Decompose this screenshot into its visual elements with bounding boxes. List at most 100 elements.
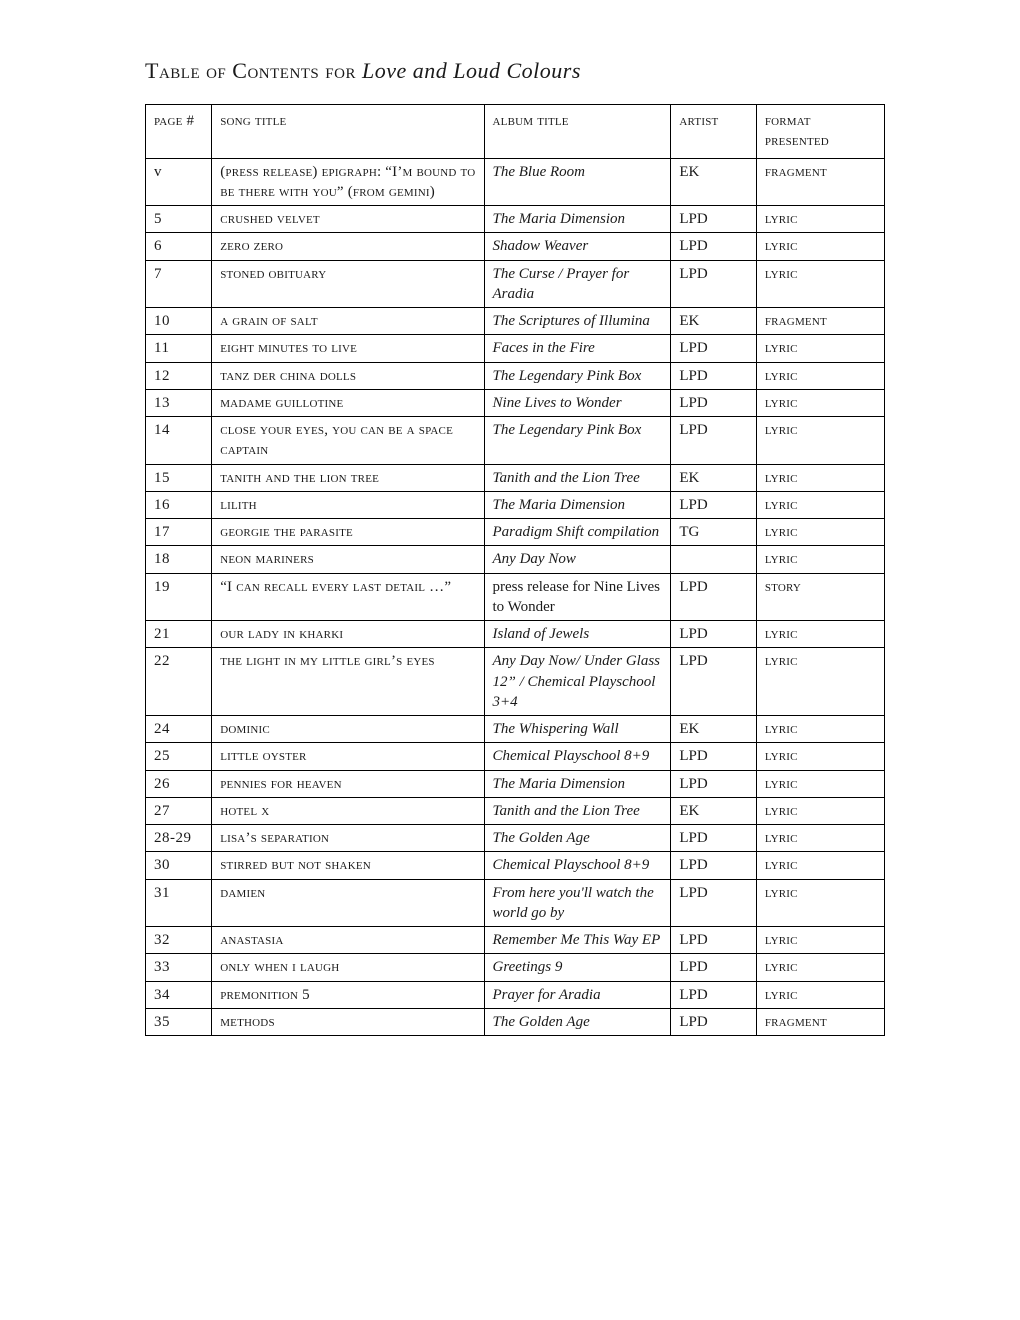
cell-format: lyric — [756, 464, 884, 491]
cell-song-title: the light in my little girl’s eyes — [212, 648, 484, 716]
cell-artist: LPD — [671, 206, 756, 233]
cell-album-title: Shadow Weaver — [484, 233, 671, 260]
table-body: v(press release) epigraph: “I’m bound to… — [146, 158, 885, 1036]
cell-album-title: The Scriptures of Illumina — [484, 308, 671, 335]
cell-format: lyric — [756, 389, 884, 416]
cell-format: lyric — [756, 648, 884, 716]
table-row: 32anastasiaRemember Me This Way EPLPDlyr… — [146, 927, 885, 954]
cell-song-title: georgie the parasite — [212, 519, 484, 546]
cell-format: lyric — [756, 417, 884, 465]
cell-page: 33 — [146, 954, 212, 981]
table-row: 26pennies for heavenThe Maria DimensionL… — [146, 770, 885, 797]
cell-format: lyric — [756, 546, 884, 573]
cell-artist: LPD — [671, 417, 756, 465]
table-row: 27hotel xTanith and the Lion TreeEKlyric — [146, 797, 885, 824]
table-row: 24dominicThe Whispering WallEKlyric — [146, 716, 885, 743]
toc-table: page # song title album title artist for… — [145, 104, 885, 1036]
col-header-format: format presented — [756, 105, 884, 159]
page-title: Table of Contents for Love and Loud Colo… — [145, 58, 885, 84]
cell-song-title: methods — [212, 1008, 484, 1035]
cell-format: lyric — [756, 743, 884, 770]
cell-album-title: Prayer for Aradia — [484, 981, 671, 1008]
cell-artist: EK — [671, 464, 756, 491]
cell-format: story — [756, 573, 884, 621]
table-row: 12tanz der china dollsThe Legendary Pink… — [146, 362, 885, 389]
cell-page: 24 — [146, 716, 212, 743]
cell-page: 27 — [146, 797, 212, 824]
cell-page: 31 — [146, 879, 212, 927]
table-row: 11eight minutes to liveFaces in the Fire… — [146, 335, 885, 362]
cell-format: lyric — [756, 621, 884, 648]
table-row: 19“I can recall every last detail …”pres… — [146, 573, 885, 621]
table-row: 35methodsThe Golden AgeLPDfragment — [146, 1008, 885, 1035]
cell-artist: LPD — [671, 1008, 756, 1035]
col-header-album: album title — [484, 105, 671, 159]
cell-artist: LPD — [671, 621, 756, 648]
cell-format: lyric — [756, 852, 884, 879]
title-prefix: Table of Contents for — [145, 58, 362, 83]
table-row: 21our lady in kharkiIsland of JewelsLPDl… — [146, 621, 885, 648]
cell-album-title: Chemical Playschool 8+9 — [484, 852, 671, 879]
table-row: 34premonition 5Prayer for AradiaLPDlyric — [146, 981, 885, 1008]
cell-album-title: press release for Nine Lives to Wonder — [484, 573, 671, 621]
table-row: 22the light in my little girl’s eyesAny … — [146, 648, 885, 716]
cell-album-title: The Curse / Prayer for Aradia — [484, 260, 671, 308]
col-header-artist: artist — [671, 105, 756, 159]
cell-artist: TG — [671, 519, 756, 546]
cell-artist: LPD — [671, 927, 756, 954]
cell-artist: LPD — [671, 335, 756, 362]
table-row: 5crushed velvetThe Maria DimensionLPDlyr… — [146, 206, 885, 233]
cell-song-title: only when i laugh — [212, 954, 484, 981]
cell-page: 19 — [146, 573, 212, 621]
table-row: 17georgie the parasiteParadigm Shift com… — [146, 519, 885, 546]
cell-format: fragment — [756, 1008, 884, 1035]
cell-artist: LPD — [671, 879, 756, 927]
cell-format: lyric — [756, 206, 884, 233]
cell-artist: EK — [671, 716, 756, 743]
cell-page: 16 — [146, 491, 212, 518]
cell-album-title: The Legendary Pink Box — [484, 417, 671, 465]
cell-song-title: zero zero — [212, 233, 484, 260]
cell-page: 32 — [146, 927, 212, 954]
col-header-song: song title — [212, 105, 484, 159]
cell-song-title: lilith — [212, 491, 484, 518]
cell-format: lyric — [756, 927, 884, 954]
cell-artist: LPD — [671, 981, 756, 1008]
cell-song-title: eight minutes to live — [212, 335, 484, 362]
cell-album-title: Any Day Now — [484, 546, 671, 573]
cell-page: 5 — [146, 206, 212, 233]
cell-song-title: anastasia — [212, 927, 484, 954]
cell-page: 25 — [146, 743, 212, 770]
cell-album-title: Greetings 9 — [484, 954, 671, 981]
cell-song-title: hotel x — [212, 797, 484, 824]
cell-page: 30 — [146, 852, 212, 879]
cell-album-title: From here you'll watch the world go by — [484, 879, 671, 927]
table-row: 33only when i laughGreetings 9LPDlyric — [146, 954, 885, 981]
cell-artist — [671, 546, 756, 573]
cell-album-title: Chemical Playschool 8+9 — [484, 743, 671, 770]
cell-album-title: The Blue Room — [484, 158, 671, 206]
cell-album-title: The Whispering Wall — [484, 716, 671, 743]
cell-page: 10 — [146, 308, 212, 335]
cell-artist: LPD — [671, 491, 756, 518]
cell-artist: LPD — [671, 362, 756, 389]
table-row: v(press release) epigraph: “I’m bound to… — [146, 158, 885, 206]
cell-page: 17 — [146, 519, 212, 546]
cell-page: 18 — [146, 546, 212, 573]
cell-album-title: Remember Me This Way EP — [484, 927, 671, 954]
cell-artist: LPD — [671, 233, 756, 260]
cell-page: 15 — [146, 464, 212, 491]
cell-page: 34 — [146, 981, 212, 1008]
cell-album-title: Tanith and the Lion Tree — [484, 464, 671, 491]
table-row: 14close your eyes, you can be a space ca… — [146, 417, 885, 465]
cell-artist: EK — [671, 308, 756, 335]
cell-format: lyric — [756, 879, 884, 927]
cell-album-title: The Legendary Pink Box — [484, 362, 671, 389]
cell-format: lyric — [756, 981, 884, 1008]
cell-song-title: crushed velvet — [212, 206, 484, 233]
col-header-page: page # — [146, 105, 212, 159]
cell-album-title: Island of Jewels — [484, 621, 671, 648]
cell-artist: LPD — [671, 573, 756, 621]
cell-artist: EK — [671, 797, 756, 824]
cell-format: lyric — [756, 797, 884, 824]
